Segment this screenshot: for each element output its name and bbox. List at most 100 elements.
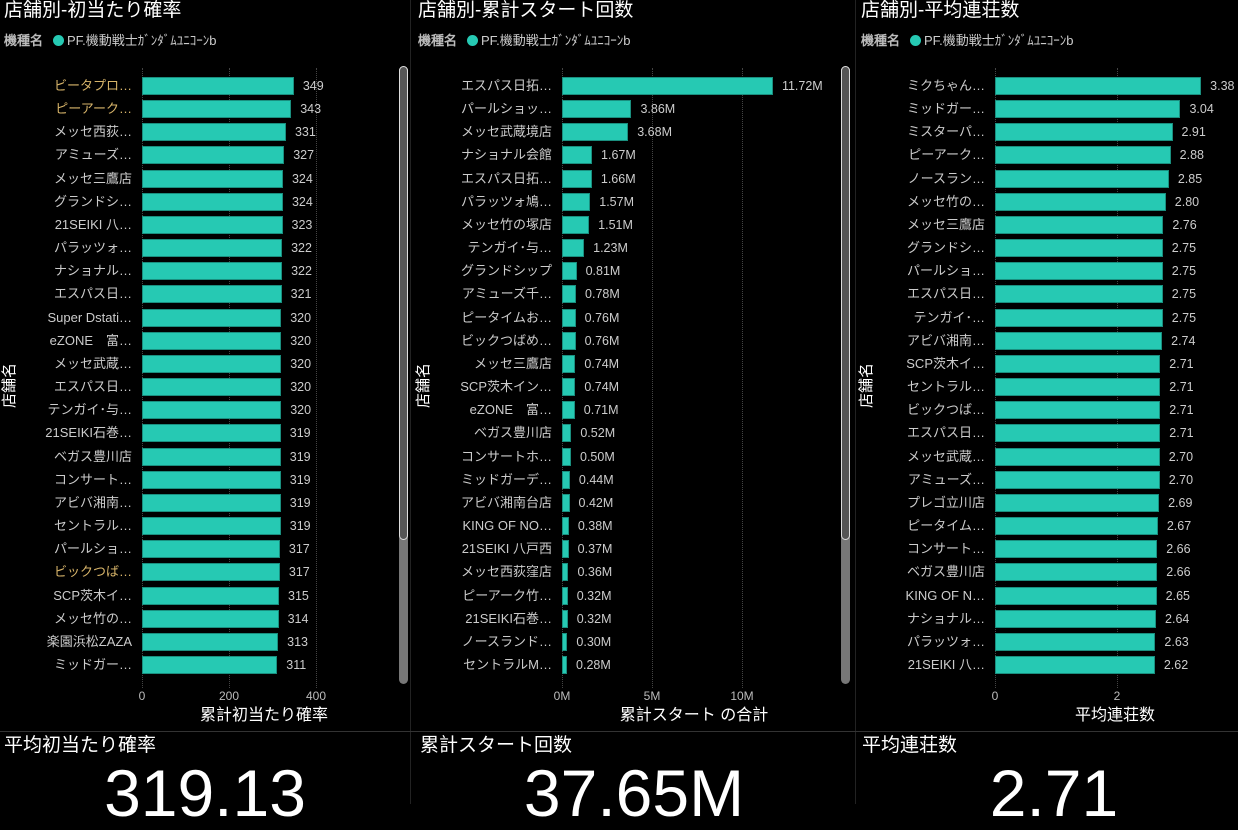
bar[interactable]: [142, 262, 283, 281]
bar[interactable]: [995, 378, 1161, 397]
bar[interactable]: [995, 215, 1164, 234]
bar[interactable]: [142, 169, 283, 188]
bar[interactable]: [995, 470, 1160, 489]
data-label: 2.67: [1166, 519, 1192, 534]
bar[interactable]: [142, 146, 285, 165]
bar[interactable]: [142, 192, 283, 211]
bar[interactable]: [995, 100, 1181, 119]
scrollbar[interactable]: [841, 66, 850, 684]
bar[interactable]: [562, 215, 590, 234]
bar[interactable]: [995, 77, 1202, 95]
bar[interactable]: [995, 262, 1163, 281]
bar[interactable]: [995, 632, 1156, 651]
bar[interactable]: [142, 656, 278, 674]
bar[interactable]: [995, 447, 1160, 466]
chart-cumulative-starts: 店舗別-累計スタート回数 機種名 PF.機動戦士ｶﾞﾝﾀﾞﾑﾕﾆｺｰﾝb 店舗名 …: [414, 0, 854, 730]
bar[interactable]: [142, 308, 282, 327]
bar[interactable]: [995, 424, 1161, 443]
scrollbar[interactable]: [399, 66, 408, 684]
bar[interactable]: [562, 285, 577, 304]
bar[interactable]: [995, 517, 1158, 536]
bar[interactable]: [562, 262, 577, 281]
bar[interactable]: [995, 493, 1160, 512]
data-label: 322: [291, 241, 312, 256]
bar[interactable]: [995, 401, 1161, 420]
scrollbar-thumb[interactable]: [399, 66, 408, 540]
bar[interactable]: [995, 354, 1161, 373]
bar[interactable]: [995, 146, 1171, 165]
bar[interactable]: [562, 331, 576, 350]
bar[interactable]: [142, 517, 281, 536]
bar[interactable]: [995, 563, 1158, 582]
bar[interactable]: [995, 169, 1169, 188]
bar[interactable]: [995, 586, 1157, 605]
bar[interactable]: [142, 100, 292, 119]
legend-series[interactable]: PF.機動戦士ｶﾞﾝﾀﾞﾑﾕﾆｺｰﾝb: [924, 33, 1074, 48]
bar[interactable]: [562, 470, 570, 489]
bar[interactable]: [142, 331, 282, 350]
bar[interactable]: [142, 447, 281, 466]
bar[interactable]: [562, 192, 591, 211]
bar[interactable]: [562, 354, 576, 373]
bar[interactable]: [562, 656, 568, 674]
data-label: 0.50M: [580, 449, 615, 464]
data-label: 2.75: [1171, 241, 1197, 256]
chart-first-hit-rate: 店舗別-初当たり確率 機種名 PF.機動戦士ｶﾞﾝﾀﾞﾑﾕﾆｺｰﾝb 店舗名 累計…: [0, 0, 410, 730]
bar[interactable]: [562, 563, 569, 582]
bar[interactable]: [562, 586, 568, 605]
bar[interactable]: [562, 169, 592, 188]
category-label: グランドシップ: [460, 263, 552, 279]
bar[interactable]: [142, 401, 282, 420]
bar[interactable]: [562, 540, 569, 559]
bar[interactable]: [562, 424, 572, 443]
bar[interactable]: [562, 378, 576, 397]
bar[interactable]: [995, 308, 1163, 327]
bar[interactable]: [562, 239, 585, 258]
gridline: [316, 68, 317, 688]
bar[interactable]: [142, 586, 280, 605]
category-label: アビバ湘南…: [53, 494, 132, 510]
data-label: 0.32M: [576, 588, 612, 603]
bar[interactable]: [562, 123, 629, 142]
legend-series[interactable]: PF.機動戦士ｶﾞﾝﾀﾞﾑﾕﾆｺｰﾝb: [481, 33, 631, 48]
bar[interactable]: [995, 331, 1163, 350]
bar[interactable]: [562, 146, 593, 165]
bar[interactable]: [562, 100, 632, 119]
category-label: ベガス豊川店: [906, 564, 985, 580]
bar[interactable]: [142, 470, 281, 489]
bar[interactable]: [142, 215, 283, 234]
bar[interactable]: [995, 609, 1157, 628]
data-label: 320: [290, 380, 312, 395]
bar[interactable]: [142, 354, 282, 373]
bar[interactable]: [995, 656, 1155, 674]
data-label: 2.70: [1168, 449, 1194, 464]
bar[interactable]: [562, 77, 773, 95]
bar[interactable]: [562, 609, 568, 628]
bar[interactable]: [562, 308, 576, 327]
bar[interactable]: [562, 401, 575, 420]
bar[interactable]: [142, 493, 281, 512]
bar[interactable]: [562, 517, 569, 536]
bar[interactable]: [995, 192, 1166, 211]
bar[interactable]: [142, 239, 283, 258]
bar[interactable]: [995, 540, 1158, 559]
bar[interactable]: [142, 77, 294, 95]
bar[interactable]: [142, 632, 279, 651]
bar[interactable]: [142, 540, 280, 559]
bar[interactable]: [995, 123, 1173, 142]
bar[interactable]: [142, 424, 281, 443]
category-label: eZONE 富…: [469, 402, 552, 418]
bar[interactable]: [995, 239, 1163, 258]
bar[interactable]: [142, 563, 280, 582]
legend-series[interactable]: PF.機動戦士ｶﾞﾝﾀﾞﾑﾕﾆｺｰﾝb: [67, 33, 217, 48]
bar[interactable]: [995, 285, 1163, 304]
bar[interactable]: [142, 378, 282, 397]
bar[interactable]: [142, 609, 279, 628]
bar[interactable]: [142, 123, 286, 142]
bar[interactable]: [562, 447, 571, 466]
bar[interactable]: [562, 632, 568, 651]
scrollbar-thumb[interactable]: [841, 66, 850, 540]
bar[interactable]: [562, 493, 570, 512]
category-label: コンサートホ…: [460, 448, 552, 464]
bar[interactable]: [142, 285, 282, 304]
